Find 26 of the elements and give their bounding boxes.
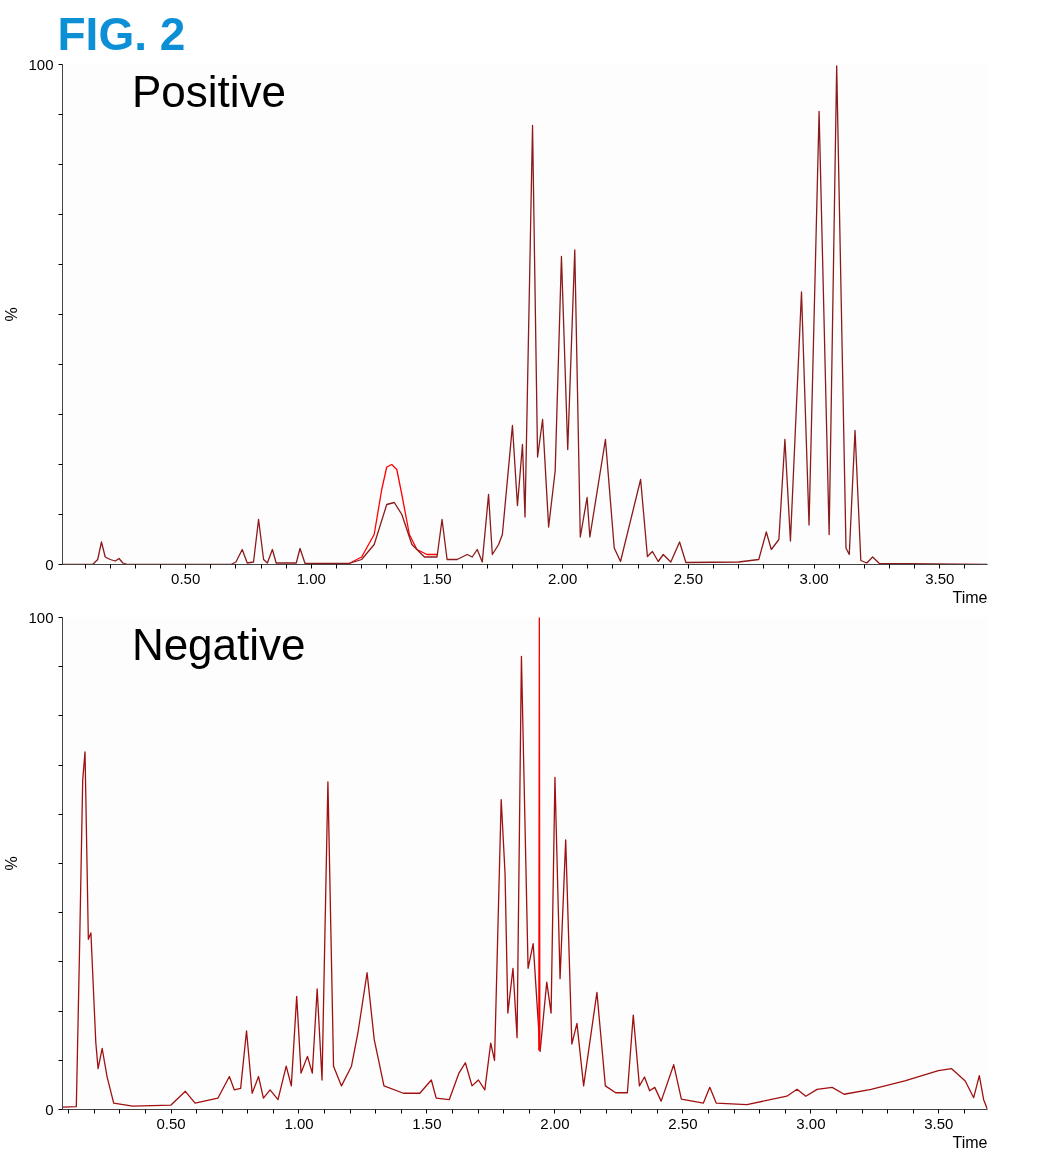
x-tick-label: 2.00 bbox=[540, 1114, 570, 1132]
x-tick-label: 3.50 bbox=[925, 569, 955, 587]
x-tick-label: 3.50 bbox=[924, 1114, 954, 1132]
caption: FIG. 2 bbox=[57, 7, 186, 60]
line-series bbox=[348, 463, 438, 565]
y-axis-title: % bbox=[3, 856, 21, 871]
x-tick-label: 3.00 bbox=[796, 1114, 826, 1132]
x-tick-label: 1.50 bbox=[412, 1114, 442, 1132]
x-tick-label: 3.00 bbox=[799, 569, 829, 587]
x-axis-title: Time bbox=[952, 1133, 988, 1151]
y-tick-label: 0 bbox=[45, 1100, 54, 1118]
x-tick-label: 2.00 bbox=[548, 569, 578, 587]
x-tick-label: 2.50 bbox=[668, 1114, 698, 1132]
x-tick-label: 2.50 bbox=[673, 569, 703, 587]
chart-title: Negative bbox=[131, 619, 306, 669]
x-tick-label: 1.00 bbox=[296, 569, 326, 587]
y-tick-label: 100 bbox=[28, 608, 54, 626]
y-axis-title: % bbox=[3, 307, 21, 322]
y-tick-label: 0 bbox=[45, 555, 54, 573]
x-tick-label: 0.50 bbox=[171, 569, 201, 587]
chart-title: Positive bbox=[131, 67, 286, 116]
x-tick-label: 0.50 bbox=[156, 1114, 186, 1132]
y-tick-label: 100 bbox=[28, 55, 54, 73]
x-tick-label: 1.50 bbox=[422, 569, 452, 587]
x-axis-title: Time bbox=[952, 588, 988, 606]
x-tick-label: 1.00 bbox=[284, 1114, 314, 1132]
